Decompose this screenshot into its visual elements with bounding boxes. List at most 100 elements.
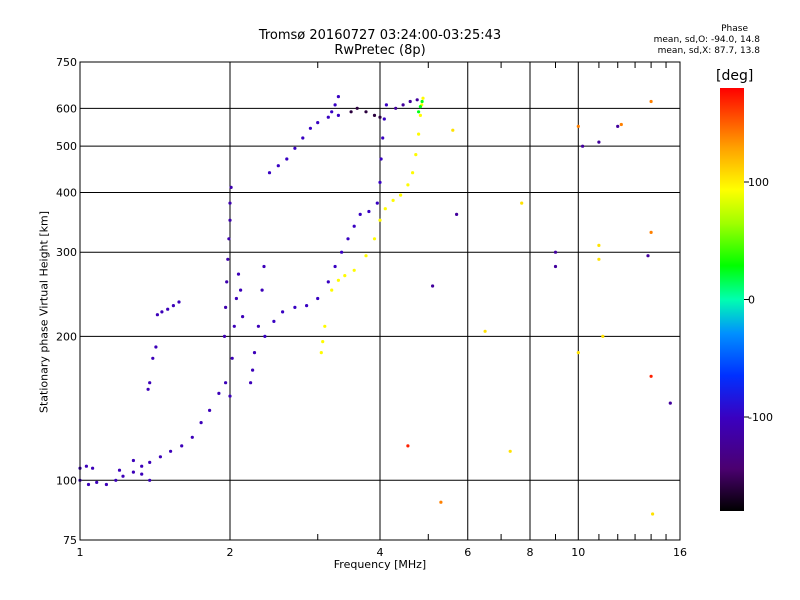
data-point xyxy=(252,351,257,355)
grid xyxy=(79,61,681,541)
data-point xyxy=(236,272,241,276)
data-point xyxy=(483,329,487,333)
data-point xyxy=(349,110,353,114)
x-tick-label: 1 xyxy=(77,546,84,559)
data-point xyxy=(406,183,410,187)
phase-info-o: mean, sd,O: -94.0, 14.8 xyxy=(653,35,760,45)
data-point xyxy=(228,218,232,222)
data-point xyxy=(340,250,344,254)
data-point xyxy=(208,408,212,412)
data-point xyxy=(384,103,388,107)
chart-subtitle: RwPretec (8p) xyxy=(334,43,426,58)
data-point xyxy=(146,387,150,391)
data-point xyxy=(330,110,334,114)
y-tick-label: 750 xyxy=(56,56,77,69)
data-point xyxy=(114,478,118,482)
plot-frame xyxy=(79,61,681,541)
y-tick-label: 300 xyxy=(56,246,77,259)
data-point xyxy=(576,351,580,355)
data-point xyxy=(399,193,403,197)
y-tick-label: 100 xyxy=(56,474,77,487)
data-point xyxy=(301,136,305,140)
data-point xyxy=(154,345,158,349)
x-tick-label: 10 xyxy=(571,546,585,559)
data-point xyxy=(166,307,170,311)
data-point xyxy=(140,464,144,468)
data-point xyxy=(333,103,337,107)
data-point xyxy=(230,356,234,360)
data-point xyxy=(417,110,421,114)
data-point xyxy=(227,237,231,241)
data-point xyxy=(401,103,405,107)
data-point xyxy=(171,304,175,308)
data-point xyxy=(378,218,382,222)
data-point xyxy=(251,368,255,372)
data-point xyxy=(148,460,152,464)
data-point xyxy=(155,313,159,317)
data-point xyxy=(358,212,362,216)
data-point xyxy=(597,243,601,247)
data-point xyxy=(391,198,395,202)
data-point xyxy=(408,99,412,104)
data-point xyxy=(439,500,443,504)
data-point xyxy=(455,212,459,216)
data-point xyxy=(177,300,181,304)
data-point xyxy=(104,482,108,487)
x-tick-label: 2 xyxy=(227,546,234,559)
data-point xyxy=(553,250,558,254)
data-point xyxy=(281,310,285,314)
data-point xyxy=(415,98,419,102)
data-point xyxy=(229,185,233,189)
data-point xyxy=(382,117,386,121)
colorbar-ticks: -100 0 100 xyxy=(744,176,773,424)
data-point xyxy=(95,480,99,484)
data-point xyxy=(346,237,350,241)
data-point xyxy=(151,356,155,360)
data-point xyxy=(411,171,415,175)
data-point xyxy=(378,180,382,184)
data-point xyxy=(232,324,236,328)
data-point xyxy=(249,381,253,385)
data-point xyxy=(316,121,320,125)
y-tick-label: 400 xyxy=(56,186,77,199)
data-point xyxy=(418,105,422,109)
data-point xyxy=(226,257,230,261)
data-point xyxy=(421,96,425,100)
x-axis-label: Frequency [MHz] xyxy=(333,558,427,571)
y-tick-label: 600 xyxy=(56,102,77,115)
data-point xyxy=(616,124,620,128)
y-tick-label: 200 xyxy=(56,330,77,343)
data-point xyxy=(375,201,379,205)
data-point xyxy=(649,374,653,378)
data-point xyxy=(379,157,383,161)
data-point xyxy=(180,444,184,448)
data-point xyxy=(597,257,601,261)
data-point xyxy=(333,264,337,269)
data-point xyxy=(217,391,221,395)
data-point xyxy=(383,207,387,211)
data-point xyxy=(140,472,144,476)
data-point xyxy=(352,224,356,228)
data-point xyxy=(121,474,125,478)
data-point xyxy=(343,274,347,278)
data-point xyxy=(355,106,359,110)
phase-info: Phase mean, sd,O: -94.0, 14.8 mean, sd,X… xyxy=(600,24,760,57)
data-point xyxy=(228,394,232,398)
data-point xyxy=(293,305,297,309)
data-point xyxy=(364,254,368,258)
data-point xyxy=(131,470,135,474)
data-point xyxy=(276,164,280,168)
data-layer xyxy=(78,95,672,516)
phase-info-heading: Phase xyxy=(721,24,748,34)
data-point xyxy=(117,468,122,472)
data-point xyxy=(148,381,152,385)
data-point xyxy=(649,99,653,104)
data-point xyxy=(508,449,512,453)
x-tick-label: 8 xyxy=(527,546,534,559)
x-tick-label: 4 xyxy=(377,546,384,559)
data-point xyxy=(169,449,173,453)
data-point xyxy=(581,144,585,148)
data-point xyxy=(418,113,422,117)
data-point xyxy=(158,455,162,459)
data-point xyxy=(316,296,320,301)
